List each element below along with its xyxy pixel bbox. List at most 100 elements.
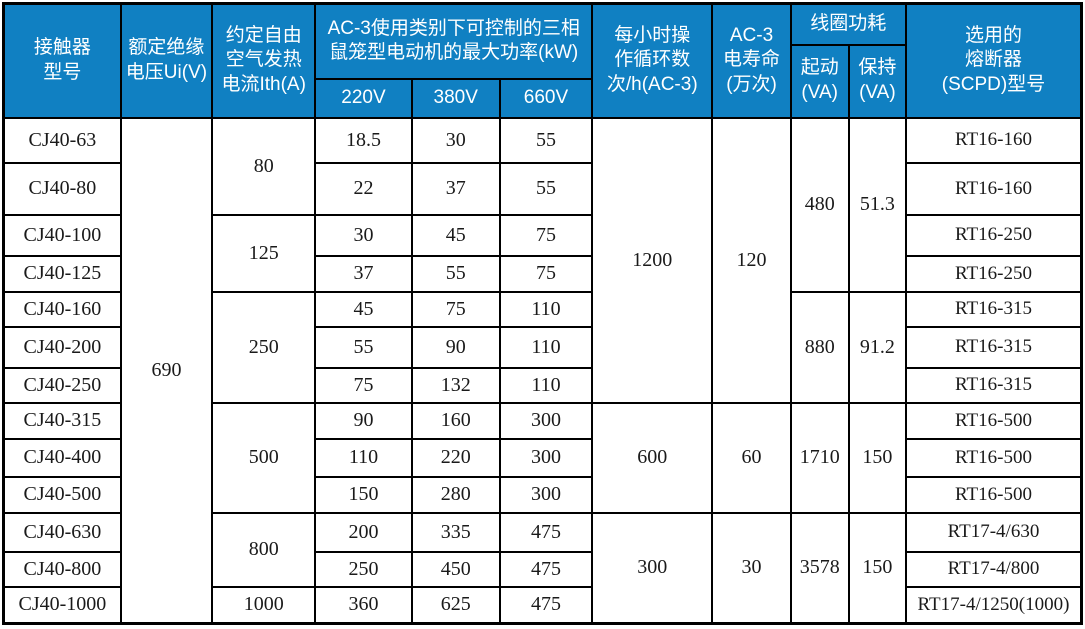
cell-p380: 160	[410, 401, 501, 440]
table-row: CJ40-160 250 45 75 110 880 91.2 RT16-315	[2, 290, 1083, 404]
table-row: CJ40-630 800 200 335 475 300 30 3578 150 RT17-4/6…	[2, 511, 1083, 625]
cell-ops: 600	[591, 401, 714, 514]
cell-model: CJ40-500	[2, 475, 122, 514]
header-contactor-model: 接触器 型号	[2, 2, 122, 119]
cell-fuse: RT16-315	[904, 290, 1083, 328]
cell-p660: 475	[498, 585, 594, 625]
cell-fuse: RT16-160	[904, 161, 1083, 216]
cell-ith: 500	[211, 401, 317, 514]
cell-p660: 475	[498, 550, 594, 588]
cell-life: 30	[711, 511, 792, 625]
cell-ops: 1200	[591, 116, 714, 404]
header-220v: 220V	[314, 77, 413, 119]
cell-ith: 125	[211, 213, 317, 293]
cell-fuse: RT16-500	[904, 475, 1083, 514]
cell-model: CJ40-160	[2, 290, 122, 328]
cell-p660: 110	[498, 290, 594, 328]
cell-p660: 110	[498, 325, 594, 369]
header-electrical-life: AC-3 电寿命 (万次)	[711, 2, 792, 119]
table-row: CJ40-800 250 450 475 RT17-4/800	[2, 550, 1083, 588]
cell-p220: 30	[314, 213, 413, 257]
cell-p220: 45	[314, 290, 413, 328]
cell-life: 60	[711, 401, 792, 514]
cell-p220: 90	[314, 401, 413, 440]
cell-fuse: RT16-315	[904, 325, 1083, 369]
cell-p660: 300	[498, 475, 594, 514]
cell-fuse: RT16-250	[904, 254, 1083, 293]
cell-p220: 110	[314, 437, 413, 478]
cell-ui: 690	[119, 116, 214, 625]
cell-ith: 1000	[211, 585, 317, 625]
cell-fuse: RT17-4/800	[904, 550, 1083, 588]
header-operating-cycles: 每小时操 作循环数 次/h(AC-3)	[591, 2, 714, 119]
table-row: CJ40-125 37 55 75 RT16-250	[2, 254, 1083, 293]
cell-model: CJ40-630	[2, 511, 122, 553]
cell-p220: 250	[314, 550, 413, 588]
cell-coil_hold: 150	[847, 511, 907, 625]
table-row: CJ40-1000 1000 360 625 475 RT17-4/1250(1000)	[2, 585, 1083, 625]
cell-p380: 625	[410, 585, 501, 625]
cell-p380: 220	[410, 437, 501, 478]
cell-coil_hold: 91.2	[847, 290, 907, 404]
header-coil-start-va: 起动 (VA)	[789, 43, 850, 119]
cell-fuse: RT16-160	[904, 116, 1083, 164]
cell-p660: 300	[498, 437, 594, 478]
cell-fuse: RT16-500	[904, 401, 1083, 440]
header-fuse-model: 选用的 熔断器 (SCPD)型号	[904, 2, 1083, 119]
table-row: CJ40-200 55 90 110 RT16-315	[2, 325, 1083, 369]
cell-coil_start: 480	[789, 116, 850, 293]
cell-p380: 45	[410, 213, 501, 257]
cell-p220: 18.5	[314, 116, 413, 164]
cell-model: CJ40-250	[2, 366, 122, 404]
cell-coil_hold: 51.3	[847, 116, 907, 293]
cell-fuse: RT17-4/630	[904, 511, 1083, 553]
header-380v: 380V	[410, 77, 501, 119]
table-row: CJ40-100 125 30 45 75 RT16-250	[2, 213, 1083, 293]
cell-p660: 300	[498, 401, 594, 440]
table-row: CJ40-250 75 132 110 RT16-315	[2, 366, 1083, 404]
header-coil-power-group: 线圈功耗	[789, 2, 907, 46]
cell-p220: 22	[314, 161, 413, 216]
cell-p380: 132	[410, 366, 501, 404]
cell-model: CJ40-1000	[2, 585, 122, 625]
cell-model: CJ40-800	[2, 550, 122, 588]
cell-model: CJ40-125	[2, 254, 122, 293]
header-660v: 660V	[498, 77, 594, 119]
cell-p220: 200	[314, 511, 413, 553]
cell-p660: 75	[498, 254, 594, 293]
cell-coil_start: 1710	[789, 401, 850, 514]
cell-p660: 55	[498, 116, 594, 164]
cell-p220: 37	[314, 254, 413, 293]
cell-model: CJ40-200	[2, 325, 122, 369]
cell-ops: 300	[591, 511, 714, 625]
cell-fuse: RT16-315	[904, 366, 1083, 404]
cell-ith: 80	[211, 116, 317, 216]
cell-coil_hold: 150	[847, 401, 907, 514]
table-header: 接触器 型号 额定绝缘 电压Ui(V) 约定自由 空气发热 电流Ith(A) A…	[2, 2, 1083, 119]
cell-coil_start: 3578	[789, 511, 850, 625]
header-max-power-group: AC-3使用类别下可控制的三相 鼠笼型电动机的最大功率(kW)	[314, 2, 594, 80]
cell-model: CJ40-400	[2, 437, 122, 478]
cell-model: CJ40-63	[2, 116, 122, 164]
cell-model: CJ40-315	[2, 401, 122, 440]
cell-p660: 75	[498, 213, 594, 257]
cell-fuse: RT16-250	[904, 213, 1083, 257]
cell-fuse: RT16-500	[904, 437, 1083, 478]
cell-p660: 475	[498, 511, 594, 553]
cell-p220: 150	[314, 475, 413, 514]
cell-life: 120	[711, 116, 792, 404]
header-thermal-current: 约定自由 空气发热 电流Ith(A)	[211, 2, 317, 119]
cell-p380: 335	[410, 511, 501, 553]
header-rated-insulation-voltage: 额定绝缘 电压Ui(V)	[119, 2, 214, 119]
cell-p220: 360	[314, 585, 413, 625]
table-row: CJ40-400 110 220 300 RT16-500	[2, 437, 1083, 478]
cell-p380: 75	[410, 290, 501, 328]
cell-model: CJ40-100	[2, 213, 122, 257]
cell-p380: 450	[410, 550, 501, 588]
table-row: CJ40-63 690 80 18.5 30 55 1200 120 480 51.3 RT16-1…	[2, 116, 1083, 625]
table-row: CJ40-500 150 280 300 RT16-500	[2, 475, 1083, 514]
cell-model: CJ40-80	[2, 161, 122, 216]
cell-p380: 55	[410, 254, 501, 293]
cell-p660: 55	[498, 161, 594, 216]
table-row: CJ40-80 22 37 55 RT16-160	[2, 161, 1083, 216]
